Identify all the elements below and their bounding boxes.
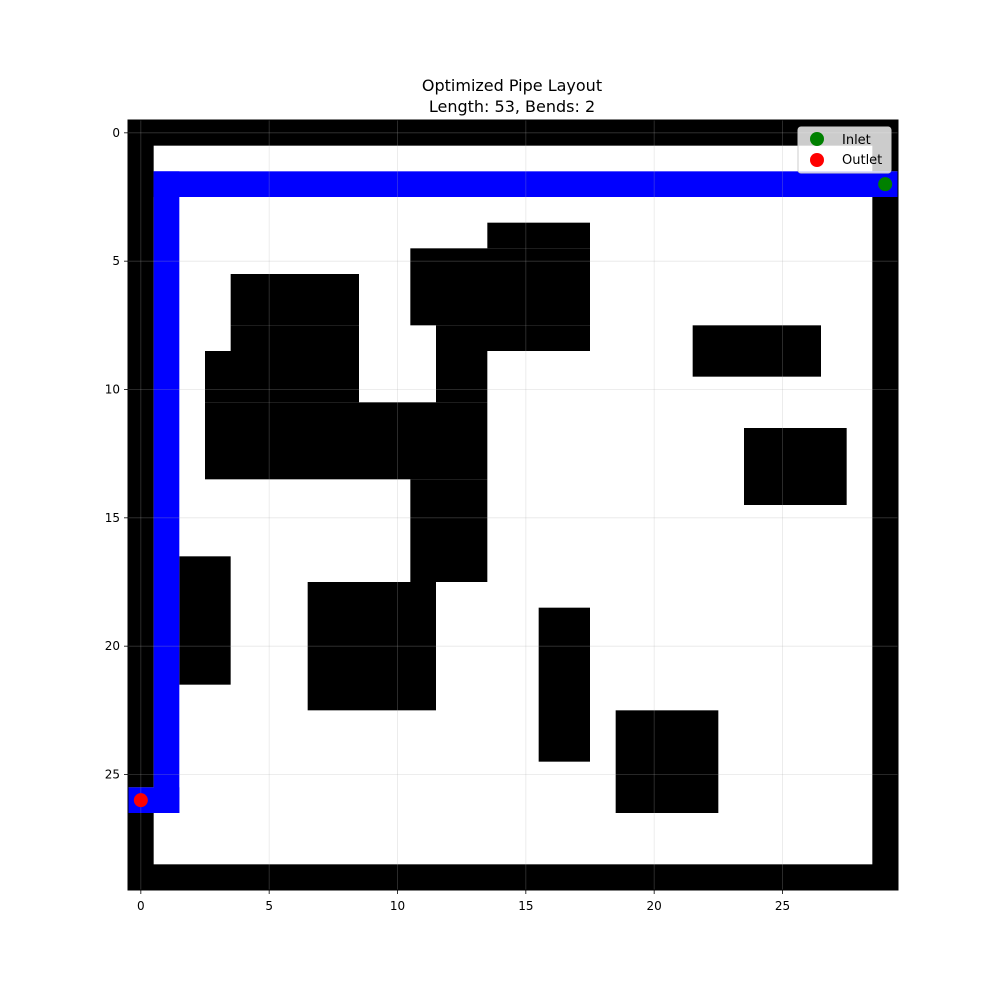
y-axis: 0 5 10 15 20 25 (105, 126, 128, 782)
obstacle-block-12 (205, 351, 359, 403)
obstacle-block-20 (538, 607, 590, 762)
y-tick-label: 10 (105, 383, 120, 397)
plot-area (127, 119, 899, 891)
obstacle-block-18 (179, 556, 231, 685)
x-tick-label: 20 (647, 899, 662, 913)
obstacle-block-14 (205, 402, 488, 480)
markers-layer (133, 177, 893, 808)
outlet-marker (133, 793, 148, 808)
legend-label-outlet: Outlet (842, 153, 882, 168)
obstacle-block-7 (410, 248, 590, 274)
x-tick-label: 5 (265, 899, 273, 913)
plot-frame (127, 119, 899, 891)
obstacle-block-16 (692, 325, 821, 377)
legend-marker-inlet (810, 132, 824, 146)
obstacle-block-5 (872, 197, 898, 890)
y-tick-label: 25 (105, 768, 120, 782)
y-tick-label: 0 (112, 126, 120, 140)
pipe-layer (128, 171, 898, 814)
obstacle-block-10 (230, 325, 359, 351)
obstacle-block-17 (744, 428, 847, 505)
legend-label-inlet: Inlet (842, 133, 871, 148)
inlet-marker (878, 177, 893, 192)
obstacle-block-15 (410, 479, 488, 582)
obstacle-block-0 (128, 120, 898, 146)
x-tick-label: 0 (137, 899, 145, 913)
x-tick-label: 10 (390, 899, 405, 913)
legend: Inlet Outlet (797, 126, 892, 174)
obstacle-block-21 (615, 710, 719, 813)
chart-subtitle: Length: 53, Bends: 2 (429, 97, 595, 116)
x-tick-label: 25 (775, 899, 790, 913)
obstacle-block-1 (128, 864, 898, 890)
pipe-segment-0 (153, 171, 898, 197)
pipe-segment-1 (153, 171, 180, 814)
x-axis: 0 5 10 15 20 25 (137, 890, 790, 913)
y-tick-label: 5 (112, 254, 120, 268)
chart-title: Optimized Pipe Layout (422, 76, 602, 95)
obstacle-block-19 (307, 582, 436, 711)
obstacle-block-2 (128, 120, 154, 788)
y-tick-label: 20 (105, 639, 120, 653)
obstacle-block-6 (487, 222, 590, 249)
legend-marker-outlet (810, 153, 824, 167)
obstacle-block-13 (436, 351, 488, 403)
grid-lines (128, 120, 898, 890)
obstacles-layer (128, 120, 898, 890)
obstacle-block-9 (410, 274, 590, 326)
x-tick-label: 15 (518, 899, 533, 913)
obstacle-block-8 (230, 274, 359, 326)
obstacle-block-3 (128, 813, 154, 890)
obstacle-block-11 (436, 325, 590, 351)
y-tick-label: 15 (105, 511, 120, 525)
